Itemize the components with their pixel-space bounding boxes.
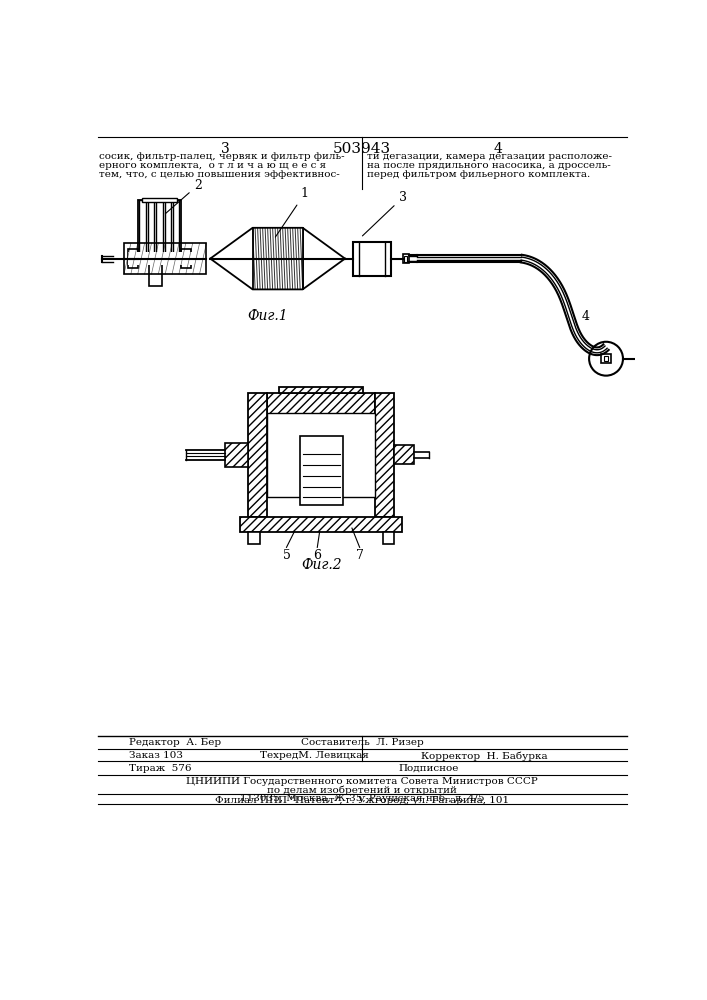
Text: Филиал ППП "Патент", г. Ужгород, ул. Гагарина, 101: Филиал ППП "Патент", г. Ужгород, ул. Гаг… xyxy=(215,796,509,805)
Text: 503943: 503943 xyxy=(333,142,391,156)
Bar xyxy=(382,532,395,544)
Text: 2: 2 xyxy=(165,179,202,214)
Bar xyxy=(353,242,391,276)
Text: Составитель  Л. Ризер: Составитель Л. Ризер xyxy=(300,738,423,747)
Bar xyxy=(141,198,177,202)
Bar xyxy=(128,249,138,268)
Text: Подписное: Подписное xyxy=(398,764,459,773)
Bar xyxy=(300,436,343,505)
Bar xyxy=(124,243,206,274)
Bar xyxy=(248,532,259,544)
Text: 3: 3 xyxy=(221,142,229,156)
Text: Редактор  А. Бер: Редактор А. Бер xyxy=(129,738,221,747)
Bar xyxy=(248,393,267,517)
Text: по делам изобретений и открытий: по делам изобретений и открытий xyxy=(267,785,457,795)
Text: 113035, Москва, Ж-35, Раушская наб., д. 4/5: 113035, Москва, Ж-35, Раушская наб., д. … xyxy=(240,794,484,803)
Text: 7: 7 xyxy=(356,549,363,562)
Bar xyxy=(403,254,409,263)
Text: Заказ 103: Заказ 103 xyxy=(129,751,182,760)
Bar xyxy=(138,200,181,264)
Bar xyxy=(395,445,414,464)
Bar xyxy=(165,200,171,262)
Text: тем, что, с целью повышения эффективнос-: тем, что, с целью повышения эффективнос- xyxy=(100,170,340,179)
Bar xyxy=(240,517,402,532)
Text: на после прядильного насосика, а дроссель-: на после прядильного насосика, а дроссел… xyxy=(368,161,611,170)
Bar xyxy=(267,413,375,497)
Bar xyxy=(267,393,375,420)
Bar xyxy=(279,387,363,393)
Text: 3: 3 xyxy=(363,191,407,236)
Bar xyxy=(225,443,248,466)
Text: 6: 6 xyxy=(313,549,321,562)
Text: ерного комплекта,  о т л и ч а ю щ е е с я: ерного комплекта, о т л и ч а ю щ е е с … xyxy=(100,161,327,170)
Bar xyxy=(148,200,154,262)
Text: 1: 1 xyxy=(275,187,309,237)
Text: сосик, фильтр-палец, червяк и фильтр филь-: сосик, фильтр-палец, червяк и фильтр фил… xyxy=(100,152,345,161)
Bar xyxy=(604,356,608,361)
Bar xyxy=(602,354,611,363)
Bar xyxy=(139,200,146,262)
Bar xyxy=(128,252,203,265)
Bar xyxy=(404,256,407,262)
Bar xyxy=(149,264,162,286)
Text: Корректор  Н. Бабурка: Корректор Н. Бабурка xyxy=(421,751,548,761)
Text: 4: 4 xyxy=(493,142,503,156)
Text: ти дегазации, камера дегазации расположе-: ти дегазации, камера дегазации расположе… xyxy=(368,152,612,161)
Bar xyxy=(173,200,180,262)
Text: 4: 4 xyxy=(581,310,590,323)
Bar xyxy=(375,393,395,517)
Text: Фиг.2: Фиг.2 xyxy=(301,558,341,572)
Text: ТехредМ. Левицкая: ТехредМ. Левицкая xyxy=(259,751,368,760)
Text: ЦНИИПИ Государственного комитета Совета Министров СССР: ЦНИИПИ Государственного комитета Совета … xyxy=(186,777,538,786)
Text: перед фильтром фильерного комплекта.: перед фильтром фильерного комплекта. xyxy=(368,170,590,179)
Text: 5: 5 xyxy=(283,549,291,562)
Text: Тираж  576: Тираж 576 xyxy=(129,764,191,773)
Bar xyxy=(181,249,191,268)
Text: Фиг.1: Фиг.1 xyxy=(247,309,288,323)
Bar xyxy=(156,200,163,262)
